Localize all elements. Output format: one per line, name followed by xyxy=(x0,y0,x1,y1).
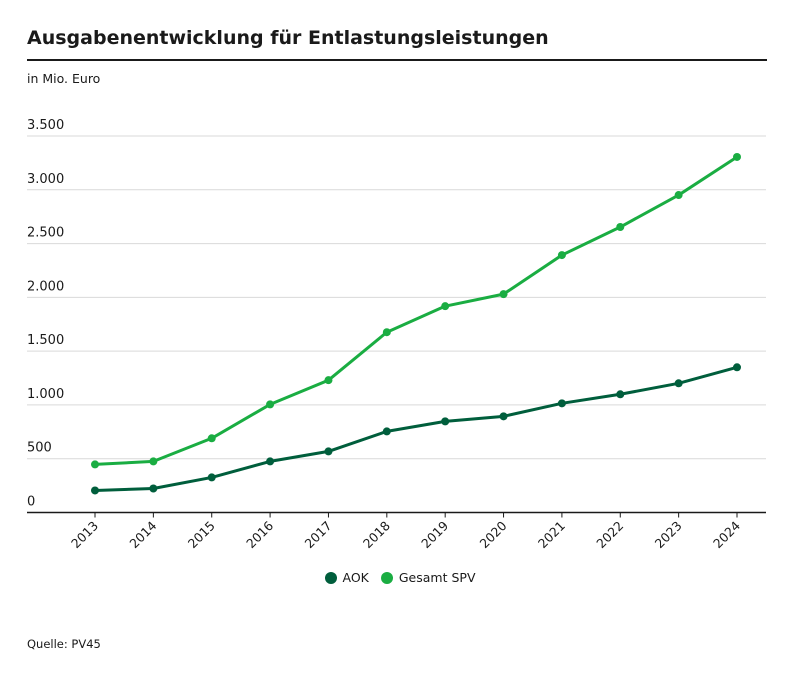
data-point xyxy=(324,447,333,456)
series-line-gesamt-spv xyxy=(94,155,738,466)
data-point xyxy=(557,251,566,260)
x-tick-label: 2018 xyxy=(360,518,393,551)
data-point xyxy=(733,363,741,372)
y-tick-label: 500 xyxy=(27,441,52,456)
y-tick-label: 1.000 xyxy=(27,387,64,402)
data-point xyxy=(616,390,625,399)
source-note: Quelle: PV45 xyxy=(27,637,101,651)
y-axis-unit-label: in Mio. Euro xyxy=(27,71,101,86)
title-divider xyxy=(27,59,767,61)
legend-item: Gesamt SPV xyxy=(380,570,476,585)
legend-marker-icon xyxy=(324,571,337,584)
x-tick-label: 2014 xyxy=(126,518,159,551)
data-point xyxy=(91,460,99,469)
x-tick-label: 2023 xyxy=(652,518,685,551)
data-point xyxy=(207,473,216,482)
x-tick-label: 2016 xyxy=(243,518,276,551)
data-point xyxy=(149,457,158,466)
data-point xyxy=(674,379,683,388)
data-point xyxy=(499,290,508,299)
series-line-aok xyxy=(94,365,738,492)
x-tick-label: 2015 xyxy=(185,518,218,551)
y-tick-label: 3.500 xyxy=(27,118,64,133)
data-point xyxy=(266,457,275,466)
legend-marker-icon xyxy=(380,571,393,584)
data-point xyxy=(499,412,508,421)
x-tick-label: 2020 xyxy=(477,518,510,551)
legend-label: AOK xyxy=(342,570,369,585)
legend-item: AOK xyxy=(324,570,369,585)
legend: AOK Gesamt SPV xyxy=(0,570,800,587)
data-point xyxy=(733,152,741,161)
data-point xyxy=(441,302,450,311)
data-point xyxy=(557,399,566,408)
y-tick-label: 3.000 xyxy=(27,172,64,187)
y-tick-label: 1.500 xyxy=(27,333,64,348)
x-tick-label: 2021 xyxy=(535,518,568,551)
y-tick-label: 2.500 xyxy=(27,226,64,241)
data-point xyxy=(207,434,216,443)
x-tick-label: 2017 xyxy=(301,518,334,551)
data-point xyxy=(266,400,275,409)
data-point xyxy=(616,223,625,232)
data-point xyxy=(149,484,158,493)
data-point xyxy=(91,486,99,495)
data-point xyxy=(382,427,391,436)
data-point xyxy=(441,417,450,426)
y-tick-label: 2.000 xyxy=(27,279,64,294)
x-tick-label: 2013 xyxy=(68,518,101,551)
y-tick-label: 0 xyxy=(27,495,35,510)
legend-label: Gesamt SPV xyxy=(398,570,476,585)
chart-title: Ausgabenentwicklung für Entlastungsleist… xyxy=(27,27,549,49)
data-point xyxy=(382,328,391,337)
x-tick-label: 2024 xyxy=(710,518,743,551)
x-tick-label: 2022 xyxy=(593,518,626,551)
data-point xyxy=(674,191,683,200)
x-tick-label: 2019 xyxy=(418,518,451,551)
data-point xyxy=(324,376,333,385)
